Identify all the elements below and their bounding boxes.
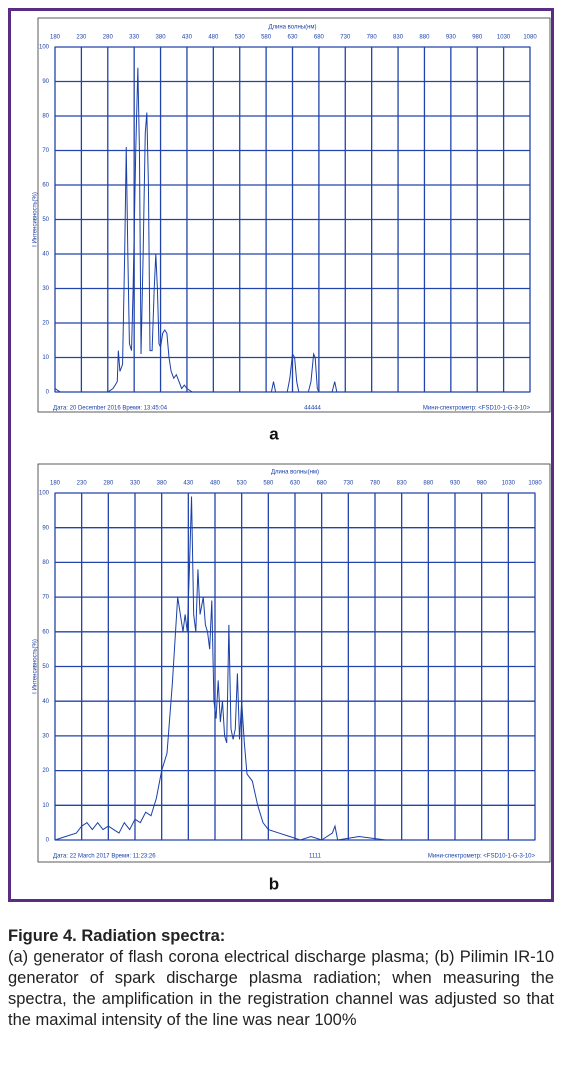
x-tick-label: 330 [129, 35, 140, 41]
x-tick-label: 430 [182, 35, 193, 41]
x-tick-label: 530 [237, 481, 248, 487]
footer-device: Мини-спектрометр: <FSD10-1-G-3-10> [428, 854, 536, 860]
x-tick-label: 630 [290, 481, 301, 487]
panel-label: b [269, 874, 279, 893]
x-tick-label: 930 [446, 35, 457, 41]
x-axis-title: Длина волны(нм) [271, 470, 319, 476]
y-tick-label: 70 [42, 595, 49, 601]
x-tick-label: 280 [103, 35, 114, 41]
y-axis-title: I Интенсивность(%) [33, 192, 39, 247]
x-tick-label: 530 [235, 35, 246, 41]
y-tick-label: 90 [42, 525, 49, 531]
x-tick-label: 330 [130, 481, 141, 487]
x-tick-label: 880 [423, 481, 434, 487]
footer-sample: 44444 [304, 406, 321, 412]
caption-title: Figure 4. Radiation spectra: [8, 927, 226, 945]
x-tick-label: 380 [156, 35, 167, 41]
x-tick-label: 380 [157, 481, 168, 487]
y-axis-title: I Интенсивность(%) [33, 639, 39, 694]
footer-date: Дата: 22 March 2017 Время: 11:23:26 [53, 854, 156, 860]
x-tick-label: 680 [314, 35, 325, 41]
caption: Figure 4. Radiation spectra: (a) generat… [8, 926, 554, 1031]
y-tick-label: 100 [39, 491, 50, 497]
footer-device: Мини-спектрометр: <FSD10-1-G-3-10> [423, 406, 531, 412]
y-tick-label: 50 [42, 664, 49, 670]
x-tick-label: 780 [367, 35, 378, 41]
x-tick-label: 430 [183, 481, 194, 487]
y-tick-label: 90 [42, 79, 49, 85]
y-tick-label: 0 [46, 838, 50, 844]
x-tick-label: 680 [317, 481, 328, 487]
x-tick-label: 630 [287, 35, 298, 41]
y-tick-label: 30 [42, 733, 49, 739]
x-tick-label: 980 [472, 35, 483, 41]
x-tick-label: 180 [50, 35, 61, 41]
x-tick-label: 830 [397, 481, 408, 487]
y-tick-label: 100 [39, 45, 50, 51]
x-tick-label: 1030 [497, 35, 511, 41]
y-tick-label: 40 [42, 252, 49, 258]
y-tick-label: 0 [46, 390, 50, 396]
spectrum-line [54, 67, 530, 393]
x-tick-label: 880 [419, 35, 430, 41]
x-tick-label: 280 [103, 481, 114, 487]
x-tick-label: 1080 [523, 35, 537, 41]
x-tick-label: 580 [263, 481, 274, 487]
x-tick-label: 780 [370, 481, 381, 487]
y-tick-label: 80 [42, 114, 49, 120]
caption-text: (a) generator of flash corona electrical… [8, 948, 554, 1029]
x-tick-label: 180 [50, 481, 61, 487]
y-tick-label: 60 [42, 183, 49, 189]
x-tick-label: 480 [208, 35, 219, 41]
y-tick-label: 40 [42, 699, 49, 705]
y-tick-label: 20 [42, 321, 49, 327]
y-tick-label: 20 [42, 768, 49, 774]
panel-label: a [269, 424, 279, 443]
footer-date: Дата: 20 December 2016 Время: 13:45:04 [53, 406, 168, 412]
x-tick-label: 230 [77, 481, 88, 487]
x-tick-label: 730 [343, 481, 354, 487]
y-tick-label: 30 [42, 286, 49, 292]
x-tick-label: 230 [76, 35, 87, 41]
y-tick-label: 60 [42, 629, 49, 635]
y-tick-label: 80 [42, 560, 49, 566]
x-tick-label: 980 [477, 481, 488, 487]
charts: 180 230 280 330 380 430 480 530 580 630 680 730 780 8… [33, 17, 551, 893]
spectrum-line [54, 496, 535, 841]
x-tick-label: 480 [210, 481, 221, 487]
x-tick-label: 930 [450, 481, 461, 487]
x-tick-label: 1080 [528, 481, 542, 487]
x-tick-label: 830 [393, 35, 404, 41]
x-axis-title: Длина волны(нм) [268, 25, 316, 31]
footer-sample: 1111 [309, 854, 322, 860]
x-tick-label: 580 [261, 35, 272, 41]
figure-frame [8, 8, 554, 902]
x-tick-label: 730 [340, 35, 351, 41]
y-tick-label: 50 [42, 217, 49, 223]
y-tick-label: 70 [42, 148, 49, 154]
x-tick-label: 1030 [502, 481, 516, 487]
y-tick-label: 10 [42, 803, 49, 809]
y-tick-label: 10 [42, 355, 49, 361]
